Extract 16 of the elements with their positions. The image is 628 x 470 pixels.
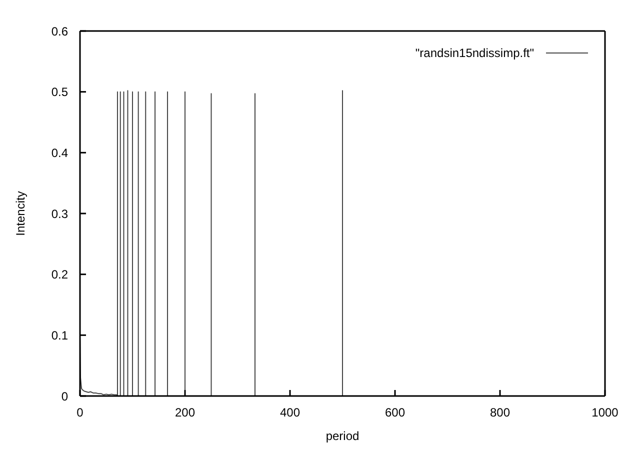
- y-tick-label: 0.6: [51, 24, 68, 38]
- y-axis-title: Intencity: [13, 191, 28, 236]
- y-tick-label: 0.4: [51, 146, 68, 160]
- x-tick-label: 0: [76, 406, 84, 420]
- y-tick-label: 0: [61, 389, 68, 404]
- x-tick-label: 200: [174, 406, 196, 420]
- y-tick-label: 0.2: [51, 268, 68, 282]
- y-tick-label: 0.5: [51, 85, 68, 100]
- x-tick-label: 600: [384, 406, 406, 420]
- x-tick-label: 1000: [592, 406, 619, 420]
- x-tick-label: 400: [280, 406, 300, 420]
- x-tick-label: 800: [490, 406, 510, 420]
- y-tick-label: 0.3: [51, 206, 68, 221]
- y-tick-label: 0.1: [51, 328, 68, 342]
- legend-label: "randsin15ndissimp.ft": [415, 46, 534, 60]
- x-axis-title: period: [326, 429, 360, 443]
